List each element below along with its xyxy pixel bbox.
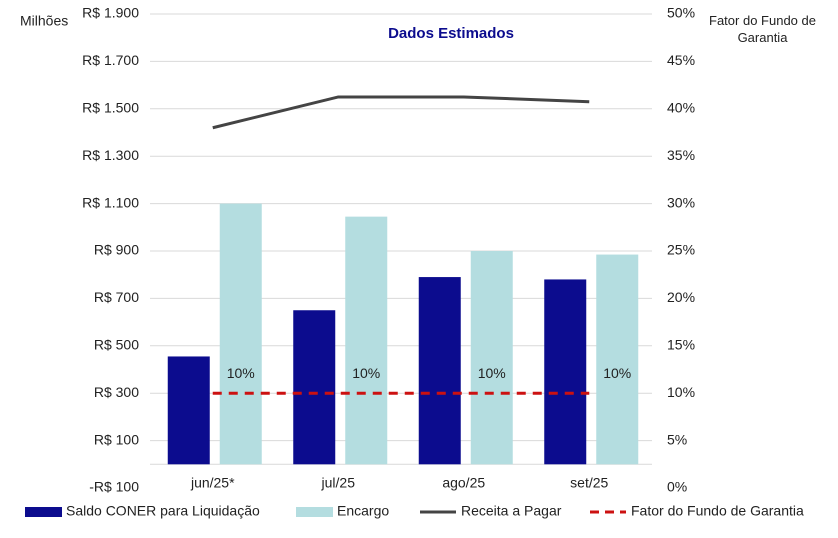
bar: [345, 216, 388, 465]
y2-tick-label: 20%: [667, 289, 695, 305]
y2-tick-label: 15%: [667, 337, 695, 353]
y-tick-label: R$ 1.500: [82, 100, 139, 116]
y2-tick-label: 40%: [667, 100, 695, 116]
bar: [544, 279, 587, 465]
y2-tick-label: 30%: [667, 194, 695, 210]
chart-title: Dados Estimados: [388, 25, 514, 42]
y-tick-label: R$ 1.300: [82, 147, 139, 163]
legend-label: Encargo: [337, 503, 389, 519]
y2-tick-label: 10%: [667, 384, 695, 400]
y2-tick-label: 0%: [667, 479, 687, 495]
data-label: 10%: [603, 365, 631, 381]
legend-label: Receita a Pagar: [461, 503, 562, 519]
x-tick-label: set/25: [570, 475, 608, 491]
y-tick-label: R$ 1.100: [82, 194, 139, 210]
data-label: 10%: [478, 365, 506, 381]
y2-tick-label: 45%: [667, 52, 695, 68]
x-tick-label: jul/25: [321, 475, 356, 491]
y-tick-label: R$ 500: [94, 337, 139, 353]
legend-label: Saldo CONER para Liquidação: [66, 503, 260, 519]
y-axis-label: Milhões: [20, 13, 68, 29]
bar: [418, 277, 461, 465]
data-label: 10%: [352, 365, 380, 381]
y2-tick-label: 50%: [667, 5, 695, 21]
y2-tick-label: 5%: [667, 431, 687, 447]
line-series: [212, 95, 590, 130]
y-tick-label: R$ 1.900: [82, 5, 139, 21]
y-tick-label: R$ 300: [94, 384, 139, 400]
legend-label: Fator do Fundo de Garantia: [631, 503, 804, 519]
y-tick-label: R$ 1.700: [82, 52, 139, 68]
y2-tick-label: 35%: [667, 147, 695, 163]
y2-tick-label: 25%: [667, 242, 695, 258]
y-tick-label: R$ 900: [94, 242, 139, 258]
legend-swatch: [25, 507, 62, 517]
y-tick-label: -R$ 100: [89, 479, 139, 495]
legend-swatch: [296, 507, 333, 517]
y-tick-label: R$ 100: [94, 431, 139, 447]
y-tick-label: R$ 700: [94, 289, 139, 305]
bar: [293, 310, 336, 465]
bar: [167, 356, 210, 465]
bar: [470, 251, 513, 465]
bar: [219, 203, 262, 465]
y2-axis-label: Fator do Fundo de Garantia: [709, 13, 816, 45]
data-label: 10%: [227, 365, 255, 381]
x-tick-label: jun/25*: [190, 475, 235, 491]
bar: [596, 254, 639, 465]
x-tick-label: ago/25: [442, 475, 485, 491]
